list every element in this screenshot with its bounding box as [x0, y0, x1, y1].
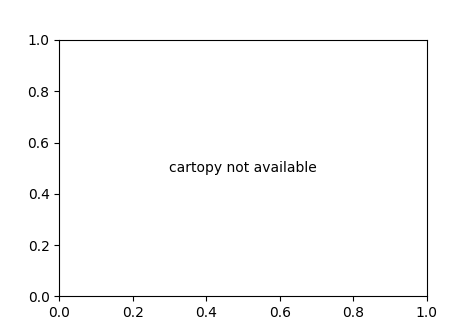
Text: cartopy not available: cartopy not available [169, 161, 317, 175]
